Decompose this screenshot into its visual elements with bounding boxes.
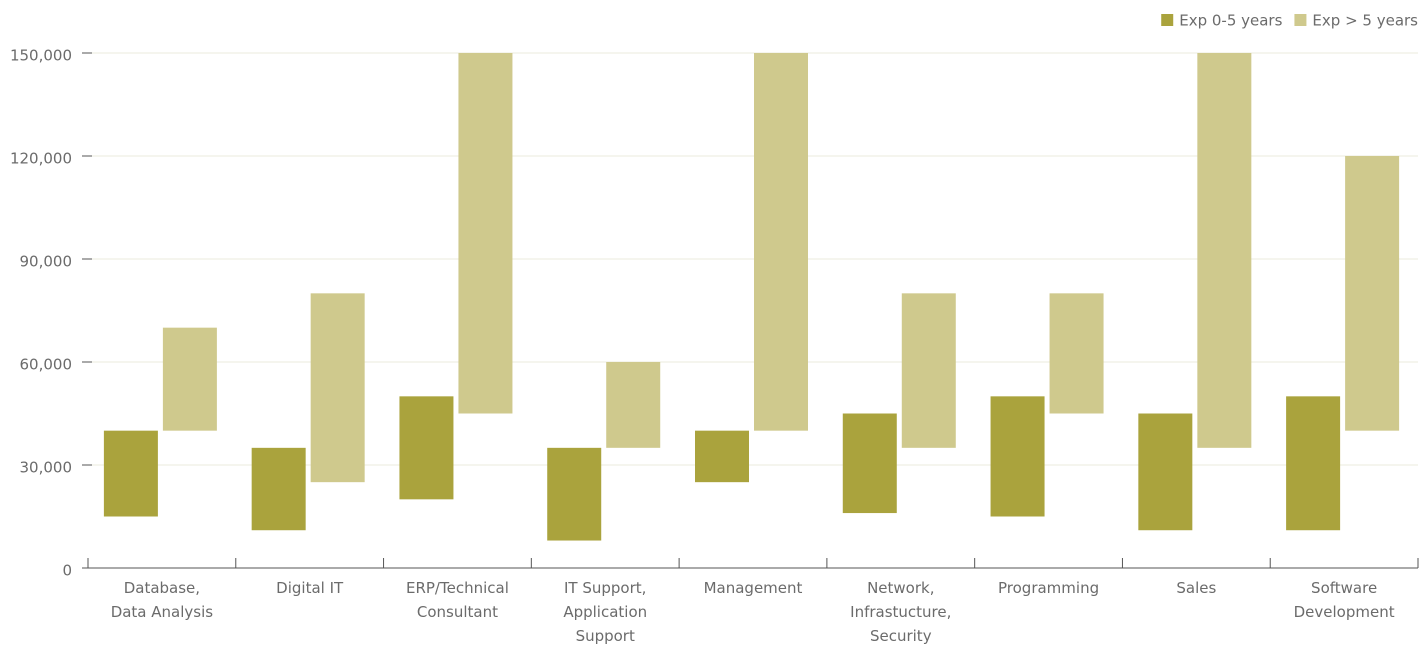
bar: [1286, 396, 1341, 531]
bar: [458, 53, 513, 414]
x-tick-line: Programming: [998, 579, 1099, 597]
bar: [606, 362, 661, 448]
bar: [162, 327, 217, 431]
x-tick-line: ERP/Technical: [406, 579, 509, 597]
bar: [1138, 413, 1193, 531]
bar: [1197, 53, 1252, 448]
bar: [842, 413, 897, 514]
x-tick-label: Database, Data Analysis: [111, 579, 214, 621]
x-tick-line: IT Support,: [564, 579, 646, 597]
x-tick-line: Application: [563, 603, 647, 621]
x-tick-line: Development: [1294, 603, 1395, 621]
x-tick-line: Software: [1311, 579, 1377, 597]
x-tick-line: Digital IT: [276, 579, 344, 597]
legend: Exp > 5 years Exp 0-5 years: [1161, 12, 1418, 30]
x-tick-line: Security: [870, 627, 932, 645]
x-tick-label: ERP/Technical Consultant: [406, 579, 509, 621]
y-tick-label: 90,000: [20, 253, 73, 271]
bar: [1345, 156, 1400, 431]
x-tick-line: Database,: [124, 579, 200, 597]
bar: [547, 447, 602, 541]
x-tick-label: Software Development: [1294, 579, 1395, 621]
y-tick-label: 0: [62, 562, 72, 580]
y-tick-label: 120,000: [10, 150, 72, 168]
x-tick-line: Infrastucture,: [850, 603, 951, 621]
x-tick-line: Data Analysis: [111, 603, 214, 621]
x-tick-label: Programming: [998, 579, 1099, 597]
bar: [754, 53, 808, 431]
x-tick-line: Support: [576, 627, 635, 645]
x-tick-label: Management: [704, 579, 803, 597]
legend-label: Exp 0-5 years: [1179, 12, 1282, 30]
x-tick-label: Sales: [1176, 579, 1216, 597]
bar: [310, 293, 365, 483]
bar: [1049, 293, 1104, 414]
bar: [251, 447, 306, 531]
y-tick-label: 60,000: [20, 356, 73, 374]
x-tick-label: Digital IT: [276, 579, 344, 597]
x-tick-line: Consultant: [417, 603, 498, 621]
legend-swatch: [1161, 14, 1174, 26]
y-tick-label: 150,000: [10, 47, 72, 65]
bar: [990, 396, 1045, 517]
bar: [695, 430, 749, 483]
bar: [103, 430, 158, 517]
x-tick-line: Sales: [1176, 579, 1216, 597]
x-tick-label: Network, Infrastucture, Security: [850, 579, 951, 645]
y-tick-label: 30,000: [20, 459, 73, 477]
x-tick-line: Network,: [867, 579, 934, 597]
legend-swatch: [1294, 14, 1307, 26]
legend-label: Exp > 5 years: [1312, 12, 1418, 30]
x-tick-line: Management: [704, 579, 803, 597]
bar: [399, 396, 454, 500]
x-tick-label: IT Support, Application Support: [563, 579, 647, 645]
bar: [901, 293, 956, 448]
